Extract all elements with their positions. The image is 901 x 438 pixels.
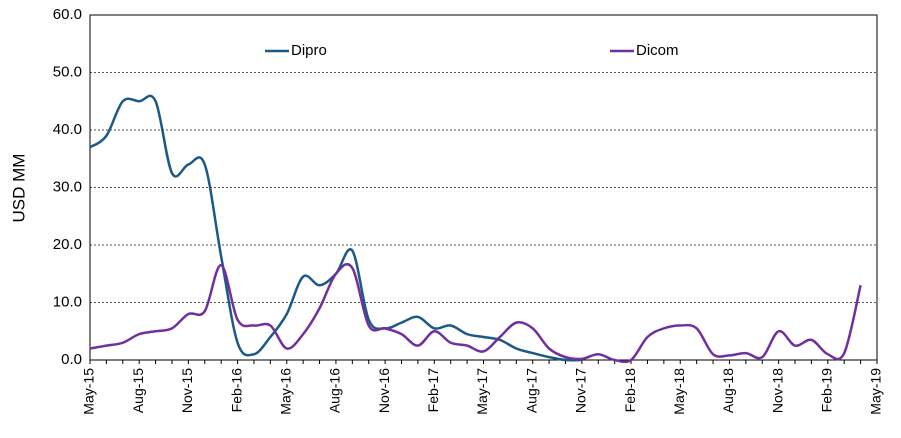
x-tick-label: May-17 bbox=[474, 368, 490, 415]
y-axis-label: USD MM bbox=[9, 154, 28, 223]
x-tick-label: Nov-15 bbox=[179, 368, 195, 413]
x-tick-label: Aug-16 bbox=[327, 368, 343, 413]
x-tick-label: Feb-17 bbox=[425, 368, 441, 413]
series-line bbox=[89, 263, 862, 364]
x-tick-label: Feb-19 bbox=[819, 368, 835, 413]
x-tick-label: May-18 bbox=[671, 368, 687, 415]
x-tick-label: May-16 bbox=[277, 368, 293, 415]
x-tick-label: Nov-17 bbox=[573, 368, 589, 413]
series-line bbox=[89, 94, 582, 362]
x-tick-label: Feb-16 bbox=[228, 368, 244, 413]
x-tick-label: Aug-17 bbox=[523, 368, 539, 413]
y-tick-label: 30.0 bbox=[53, 178, 82, 195]
y-tick-label: 10.0 bbox=[53, 293, 82, 310]
legend-label: Dipro bbox=[291, 42, 327, 59]
x-tick-label: Aug-18 bbox=[720, 368, 736, 413]
x-tick-label: Nov-18 bbox=[769, 368, 785, 413]
y-tick-label: 20.0 bbox=[53, 236, 82, 253]
y-tick-label: 0.0 bbox=[61, 351, 82, 368]
x-tick-label: Feb-18 bbox=[622, 368, 638, 413]
x-tick-label: May-19 bbox=[868, 368, 884, 415]
y-tick-label: 40.0 bbox=[53, 121, 82, 138]
y-tick-label: 60.0 bbox=[53, 6, 82, 23]
y-tick-label: 50.0 bbox=[53, 63, 82, 80]
legend-label: Dicom bbox=[636, 42, 679, 59]
x-tick-label: May-15 bbox=[81, 368, 97, 415]
x-tick-label: Aug-15 bbox=[130, 368, 146, 413]
x-tick-label: Nov-16 bbox=[376, 368, 392, 413]
